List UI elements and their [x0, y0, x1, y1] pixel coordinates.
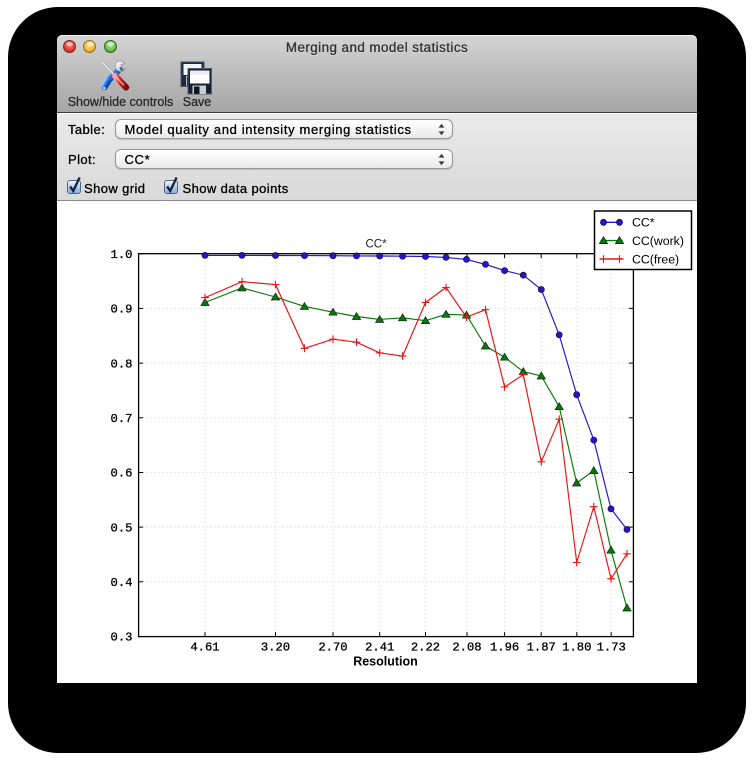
svg-text:CC(free): CC(free) — [632, 252, 679, 266]
svg-text:2.22: 2.22 — [411, 641, 440, 655]
svg-text:4.61: 4.61 — [190, 641, 219, 655]
svg-text:0.3: 0.3 — [111, 631, 133, 645]
svg-text:Resolution: Resolution — [353, 655, 418, 669]
svg-text:0.9: 0.9 — [111, 303, 133, 317]
svg-text:1.87: 1.87 — [527, 641, 556, 655]
svg-text:1.0: 1.0 — [111, 248, 133, 262]
svg-text:0.8: 0.8 — [111, 357, 133, 371]
svg-text:0.4: 0.4 — [111, 576, 133, 590]
svg-text:0.7: 0.7 — [111, 412, 133, 426]
svg-text:1.73: 1.73 — [597, 641, 626, 655]
svg-text:0.5: 0.5 — [111, 521, 133, 535]
svg-text:CC*: CC* — [632, 216, 655, 230]
svg-text:0.6: 0.6 — [111, 467, 133, 481]
svg-text:2.70: 2.70 — [318, 641, 347, 655]
svg-text:2.08: 2.08 — [452, 641, 481, 655]
svg-text:CC*: CC* — [365, 239, 387, 251]
svg-text:3.20: 3.20 — [261, 641, 290, 655]
svg-text:1.96: 1.96 — [490, 641, 519, 655]
svg-text:2.41: 2.41 — [365, 641, 394, 655]
svg-text:1.80: 1.80 — [562, 641, 591, 655]
svg-text:CC(work): CC(work) — [632, 234, 684, 248]
